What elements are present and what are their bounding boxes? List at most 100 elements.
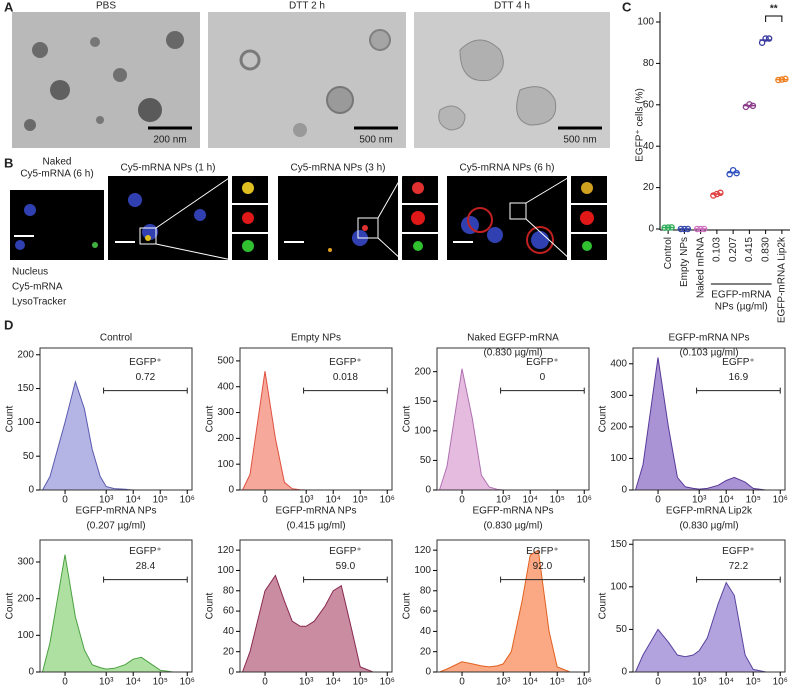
plot-title: EGFP-mRNA Lip2k [666, 506, 753, 517]
confocal-image [108, 176, 228, 260]
x-tick-label: Control [663, 237, 674, 269]
legend-label: LysoTracker [12, 297, 67, 308]
data-point [749, 102, 757, 110]
image-label: PBS [96, 1, 116, 12]
gate [696, 576, 781, 583]
gate-value: 0.72 [136, 372, 156, 383]
significance-label: ** [770, 4, 778, 15]
gate-name: EGFP⁺ [129, 546, 162, 557]
y-tick-label: 0 [621, 485, 627, 496]
gate [500, 576, 585, 583]
data-point [693, 225, 701, 233]
plot-frame [436, 539, 590, 673]
y-tick-label: 60 [420, 606, 432, 617]
histogram-area [41, 380, 174, 491]
y-tick-label: 150 [414, 396, 431, 407]
x-tick-label: 10⁴ [522, 495, 537, 506]
gate-value: 59.0 [336, 561, 356, 572]
x-tick-label: 10³ [99, 677, 114, 688]
gate-value: 16.9 [729, 372, 749, 383]
plot-frame [436, 347, 590, 491]
x-tick-label: Empty NPs [679, 237, 690, 287]
plot-title: (0.103 µg/ml) [679, 348, 738, 359]
panel-label: A [4, 0, 14, 14]
histogram-area [634, 581, 767, 673]
x-tick-label: 10⁴ [522, 677, 537, 688]
x-tick-label: 10⁵ [746, 677, 761, 688]
data-point [758, 39, 766, 46]
plot-frame [39, 347, 193, 491]
plot-frame [632, 539, 786, 673]
data-point [697, 225, 704, 233]
y-tick-label: 20 [420, 646, 432, 657]
y-tick-label: 60 [643, 99, 655, 110]
image-title: Cy5-mRNA NPs (3 h) [290, 163, 385, 174]
y-tick-label: 500 [217, 356, 234, 367]
y-tick-label: 100 [17, 630, 34, 641]
x-tick-label: 10⁵ [550, 495, 565, 506]
x-tick-label: 0 [62, 677, 68, 688]
y-tick-label: 50 [23, 451, 35, 462]
y-tick-label: 400 [610, 358, 627, 369]
plot-title: EGFP-mRNA NPs [275, 506, 356, 517]
gate-value: 0.018 [333, 372, 358, 383]
gate-value: 92.0 [533, 561, 553, 572]
data-point [746, 101, 753, 108]
plot-title: (0.415 µg/ml) [286, 521, 345, 532]
y-tick-label: 60 [223, 606, 235, 617]
y-tick-label: 120 [217, 545, 234, 556]
y-tick-label: 100 [637, 17, 654, 28]
gate-name: EGFP⁺ [129, 357, 162, 368]
gate-value: 0 [540, 372, 546, 383]
plot-title: EGFP-mRNA NPs [668, 333, 749, 344]
x-tick-label: 10⁶ [577, 677, 592, 688]
x-tick-label: 10⁴ [125, 677, 140, 688]
y-axis-label: EGFP⁺ cells (%) [635, 88, 646, 162]
x-tick-label: 0 [62, 495, 68, 506]
y-tick-label: 200 [17, 349, 34, 360]
plot-frame [39, 539, 193, 673]
data-point [778, 76, 786, 83]
gate [103, 387, 188, 394]
data-point [717, 189, 724, 197]
y-tick-label: 0 [425, 485, 431, 496]
plot-title: (0.830 µg/ml) [679, 521, 738, 532]
histogram-area [439, 549, 571, 673]
y-tick-label: 50 [420, 455, 432, 466]
x-tick-label: 10⁵ [746, 495, 761, 506]
y-tick-label: 0 [648, 224, 654, 235]
plot-frame [239, 347, 393, 491]
group-label: NPs (µg/ml) [715, 302, 768, 313]
x-tick-label: 10⁴ [325, 677, 340, 688]
y-tick-label: 400 [217, 381, 234, 392]
y-axis-label: Count [5, 405, 16, 432]
x-tick-label: 0.207 [728, 237, 739, 262]
x-tick-label: 10⁴ [125, 495, 140, 506]
x-tick-label: 0.103 [712, 237, 723, 262]
x-tick-label: 10⁴ [718, 495, 733, 506]
y-tick-label: 40 [420, 626, 432, 637]
x-tick-label: 10⁶ [577, 495, 592, 506]
confocal-images [10, 175, 607, 261]
y-axis-label: Count [402, 592, 413, 619]
y-tick-label: 100 [610, 581, 627, 592]
plot-title: Control [100, 333, 132, 344]
y-tick-label: 100 [414, 425, 431, 436]
x-tick-label: 10⁶ [773, 495, 788, 506]
x-tick-label: 0 [262, 677, 268, 688]
data-point [726, 170, 733, 178]
y-axis-label: Count [402, 405, 413, 432]
gate [303, 576, 388, 583]
x-tick-label: 10⁶ [180, 495, 195, 506]
y-tick-label: 300 [217, 407, 234, 418]
x-tick-label: 10⁵ [353, 495, 368, 506]
legend-label: Nucleus [12, 267, 48, 278]
significance-bracket [765, 15, 783, 22]
x-tick-label: 10³ [496, 677, 511, 688]
y-tick-label: 0 [621, 667, 627, 678]
x-tick-label: 10⁵ [353, 677, 368, 688]
y-axis-label: Count [598, 592, 609, 619]
gate-value: 28.4 [136, 561, 156, 572]
plot-title: (0.830 µg/ml) [483, 521, 542, 532]
y-tick-label: 40 [223, 626, 235, 637]
